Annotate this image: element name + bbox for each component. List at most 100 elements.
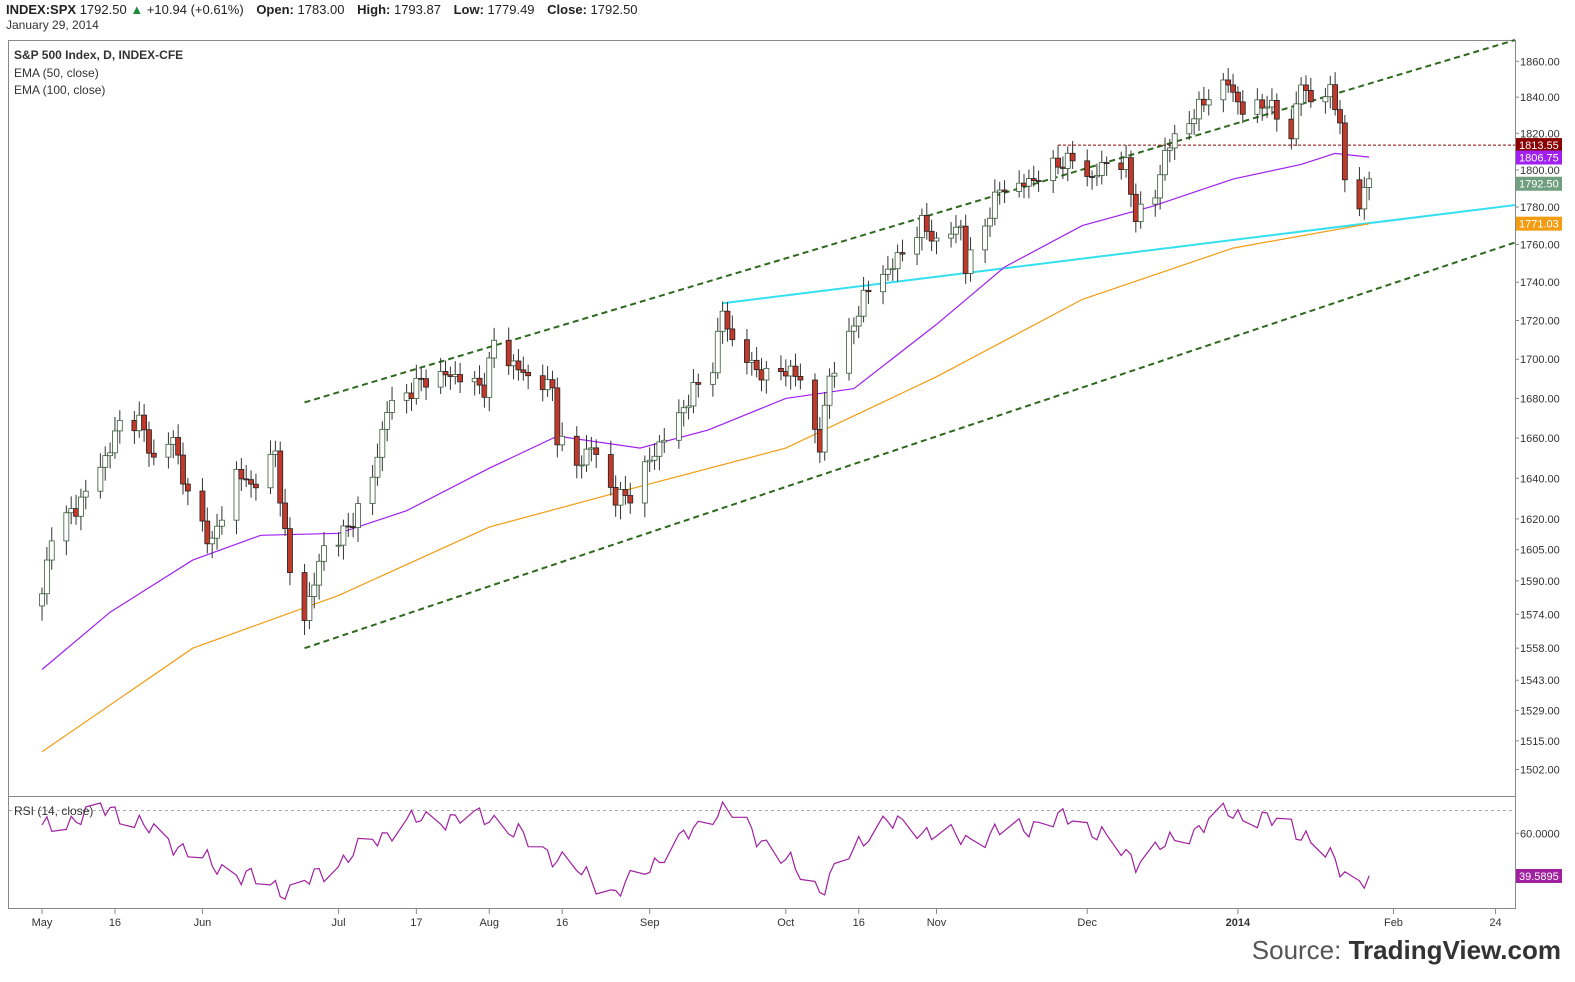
candle-body[interactable]	[82, 490, 89, 498]
candle-body[interactable]	[112, 430, 118, 454]
candle-body[interactable]	[923, 215, 930, 232]
candle-body[interactable]	[301, 572, 308, 621]
candle-body[interactable]	[199, 490, 206, 522]
candle-body[interactable]	[1269, 100, 1275, 108]
candle-body[interactable]	[646, 459, 653, 463]
candle-body[interactable]	[457, 374, 464, 383]
candle-body[interactable]	[1001, 189, 1008, 192]
candle-body[interactable]	[389, 399, 395, 413]
candle-body[interactable]	[1225, 79, 1232, 86]
candle-body[interactable]	[617, 489, 624, 506]
candle-body[interactable]	[345, 525, 352, 528]
candle-body[interactable]	[880, 273, 886, 293]
candle-body[interactable]	[1239, 101, 1246, 115]
candle-body[interactable]	[204, 520, 211, 545]
candle-body[interactable]	[860, 289, 867, 317]
candle-body[interactable]	[899, 252, 906, 255]
candle-body[interactable]	[855, 315, 862, 327]
candle-body[interactable]	[1254, 99, 1261, 115]
candle-body[interactable]	[685, 405, 692, 409]
candle-body[interactable]	[1016, 182, 1023, 192]
candle-body[interactable]	[1069, 152, 1076, 162]
candle-body[interactable]	[1273, 100, 1280, 120]
candle-body[interactable]	[583, 448, 590, 466]
candle-body[interactable]	[97, 466, 104, 492]
candle-body[interactable]	[578, 464, 585, 467]
candle-body[interactable]	[442, 371, 449, 376]
candle-body[interactable]	[253, 483, 259, 489]
candle-body[interactable]	[894, 252, 901, 270]
candle-body[interactable]	[525, 372, 532, 377]
candle-body[interactable]	[850, 325, 857, 332]
candle-body[interactable]	[136, 414, 143, 432]
candle-body[interactable]	[1021, 182, 1027, 187]
candle-body[interactable]	[714, 330, 721, 374]
candle-body[interactable]	[933, 237, 940, 242]
candle-body[interactable]	[306, 596, 313, 621]
main-pane[interactable]	[8, 40, 1516, 797]
candle-body[interactable]	[107, 452, 113, 457]
candle-body[interactable]	[763, 367, 770, 381]
candle-body[interactable]	[175, 437, 182, 456]
candle-body[interactable]	[719, 310, 726, 332]
candle-body[interactable]	[1235, 91, 1241, 103]
candle-body[interactable]	[846, 330, 852, 374]
candle-body[interactable]	[996, 189, 1003, 193]
candle-body[interactable]	[1098, 162, 1105, 176]
candle-body[interactable]	[379, 428, 386, 458]
candle-body[interactable]	[1152, 197, 1159, 205]
candle-body[interactable]	[627, 495, 634, 504]
candle-body[interactable]	[1132, 193, 1139, 222]
candle-body[interactable]	[1064, 152, 1071, 169]
candle-body[interactable]	[991, 191, 998, 219]
candle-body[interactable]	[656, 441, 663, 457]
candle-body[interactable]	[865, 289, 872, 293]
candle-body[interactable]	[340, 525, 347, 546]
candle-body[interactable]	[787, 365, 794, 377]
candle-body[interactable]	[233, 468, 240, 521]
candle-body[interactable]	[1050, 157, 1057, 181]
candle-body[interactable]	[413, 377, 420, 399]
candle-body[interactable]	[953, 226, 959, 235]
candle-body[interactable]	[1123, 157, 1129, 170]
candle-body[interactable]	[622, 489, 629, 496]
candle-body[interactable]	[1055, 157, 1061, 168]
candle-body[interactable]	[1171, 133, 1178, 149]
candle-body[interactable]	[150, 452, 157, 458]
candle-body[interactable]	[962, 225, 969, 274]
candle-body[interactable]	[1293, 103, 1300, 140]
candle-body[interactable]	[180, 454, 186, 485]
candle-body[interactable]	[607, 454, 614, 488]
candle-body[interactable]	[539, 375, 546, 391]
candle-body[interactable]	[1089, 176, 1095, 178]
candle-body[interactable]	[243, 478, 250, 481]
candle-body[interactable]	[812, 379, 818, 430]
candle-body[interactable]	[1186, 123, 1193, 135]
candle-body[interactable]	[744, 339, 750, 363]
candle-body[interactable]	[471, 377, 478, 383]
candle-body[interactable]	[1205, 99, 1212, 106]
candle-body[interactable]	[987, 217, 993, 227]
candle-body[interactable]	[476, 377, 483, 386]
candle-body[interactable]	[1327, 84, 1334, 98]
candle-body[interactable]	[1103, 162, 1110, 165]
candle-body[interactable]	[1157, 174, 1164, 199]
candle-body[interactable]	[816, 428, 823, 453]
candle-body[interactable]	[214, 525, 220, 539]
candle-body[interactable]	[184, 483, 191, 492]
candle-body[interactable]	[1060, 166, 1066, 169]
candle-body[interactable]	[1030, 178, 1037, 181]
candle-body[interactable]	[486, 357, 493, 398]
candle-body[interactable]	[1191, 118, 1198, 125]
candle-body[interactable]	[695, 382, 702, 385]
candle-body[interactable]	[928, 230, 935, 242]
candle-body[interactable]	[238, 468, 245, 480]
candle-body[interactable]	[651, 455, 658, 461]
candle-body[interactable]	[1118, 162, 1125, 170]
candle-body[interactable]	[957, 225, 964, 228]
candle-body[interactable]	[1298, 84, 1305, 105]
candle-body[interactable]	[1366, 178, 1373, 188]
candle-body[interactable]	[914, 237, 920, 255]
candle-body[interactable]	[1288, 118, 1295, 140]
candle-body[interactable]	[573, 435, 580, 466]
